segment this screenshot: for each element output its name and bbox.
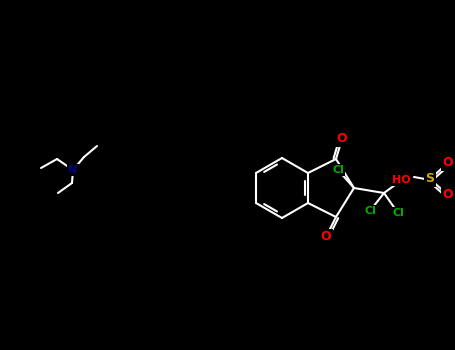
Text: Cl: Cl: [332, 165, 344, 175]
Text: O: O: [337, 133, 347, 146]
Text: Cl: Cl: [392, 208, 404, 218]
Text: O: O: [443, 189, 453, 202]
Text: N: N: [68, 165, 78, 175]
Text: S: S: [425, 173, 435, 186]
Text: HO: HO: [392, 175, 410, 185]
Text: O: O: [321, 231, 331, 244]
Text: O: O: [443, 156, 453, 169]
Text: Cl: Cl: [364, 206, 376, 216]
